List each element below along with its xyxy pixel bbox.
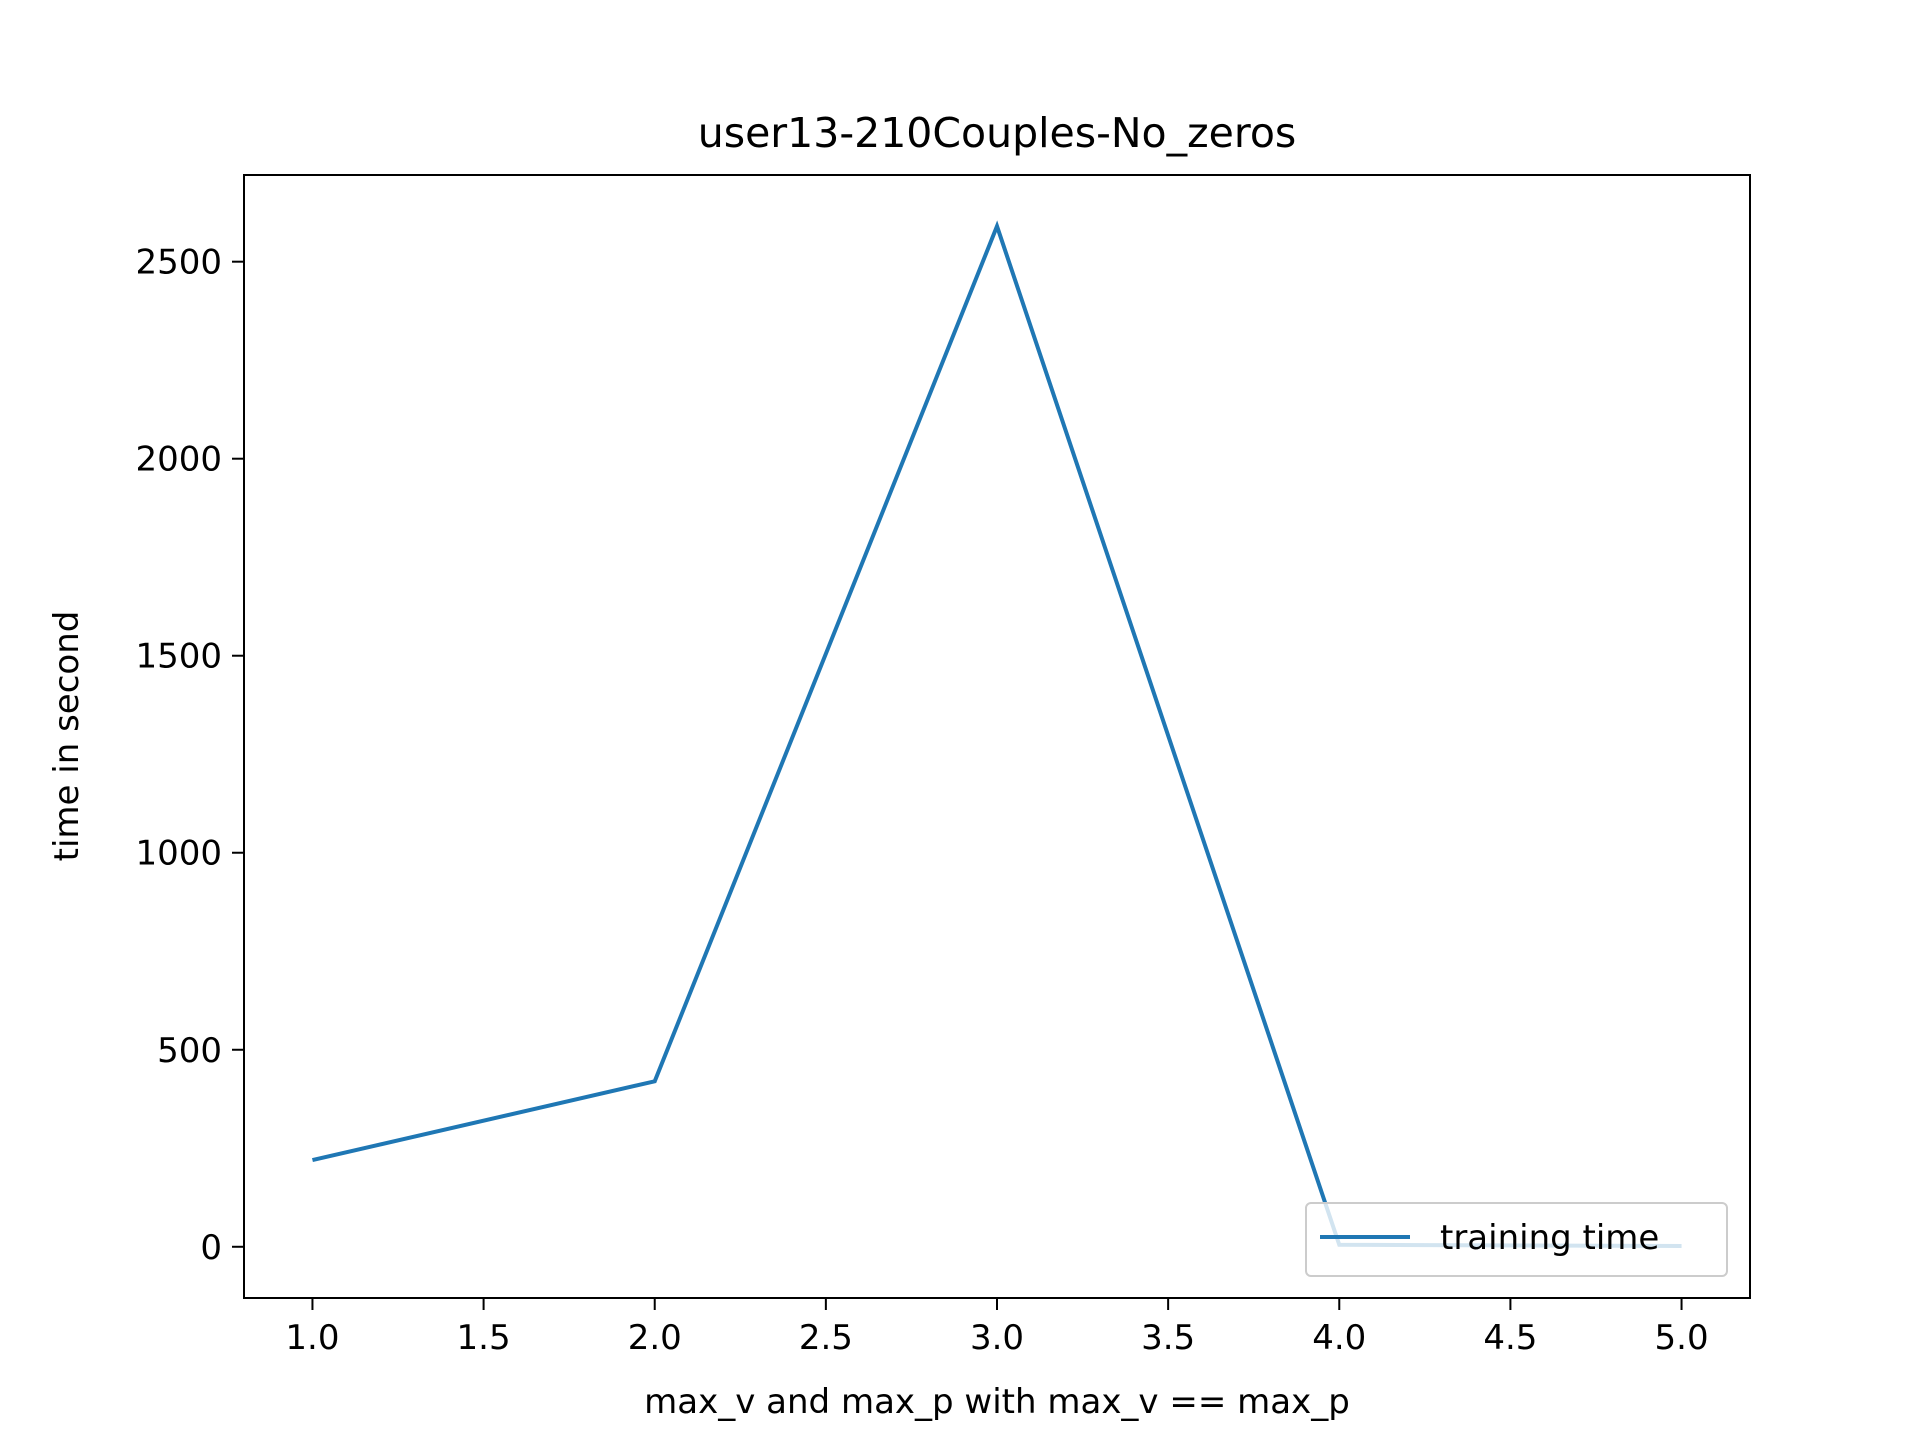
x-tick-label: 4.0 <box>1312 1318 1366 1358</box>
x-tick-label: 3.0 <box>970 1318 1024 1358</box>
x-axis-label: max_v and max_p with max_v == max_p <box>644 1382 1350 1422</box>
legend-label-training-time: training time <box>1440 1218 1659 1258</box>
y-tick-label: 2000 <box>135 440 222 480</box>
y-tick-label: 500 <box>157 1031 222 1071</box>
x-tick-label: 2.5 <box>799 1318 853 1358</box>
x-tick-label: 4.5 <box>1483 1318 1537 1358</box>
y-tick-label: 1000 <box>135 834 222 874</box>
x-tick-label: 2.0 <box>628 1318 682 1358</box>
y-tick-label: 0 <box>200 1228 222 1268</box>
x-tick-label: 3.5 <box>1141 1318 1195 1358</box>
x-axis-ticks: 1.0 1.5 2.0 2.5 3.0 3.5 4.0 4.5 5.0 <box>285 1298 1709 1358</box>
x-tick-label: 1.5 <box>457 1318 511 1358</box>
x-tick-label: 1.0 <box>285 1318 339 1358</box>
legend: training time <box>1305 1202 1728 1277</box>
legend-box <box>1305 1202 1728 1277</box>
y-tick-label: 2500 <box>135 243 222 283</box>
x-tick-label: 5.0 <box>1655 1318 1709 1358</box>
y-axis-label: time in second <box>47 611 87 862</box>
y-axis-ticks: 0 500 1000 1500 2000 2500 <box>135 243 244 1268</box>
chart-title: user13-210Couples-No_zeros <box>698 109 1297 157</box>
y-tick-label: 1500 <box>135 637 222 677</box>
